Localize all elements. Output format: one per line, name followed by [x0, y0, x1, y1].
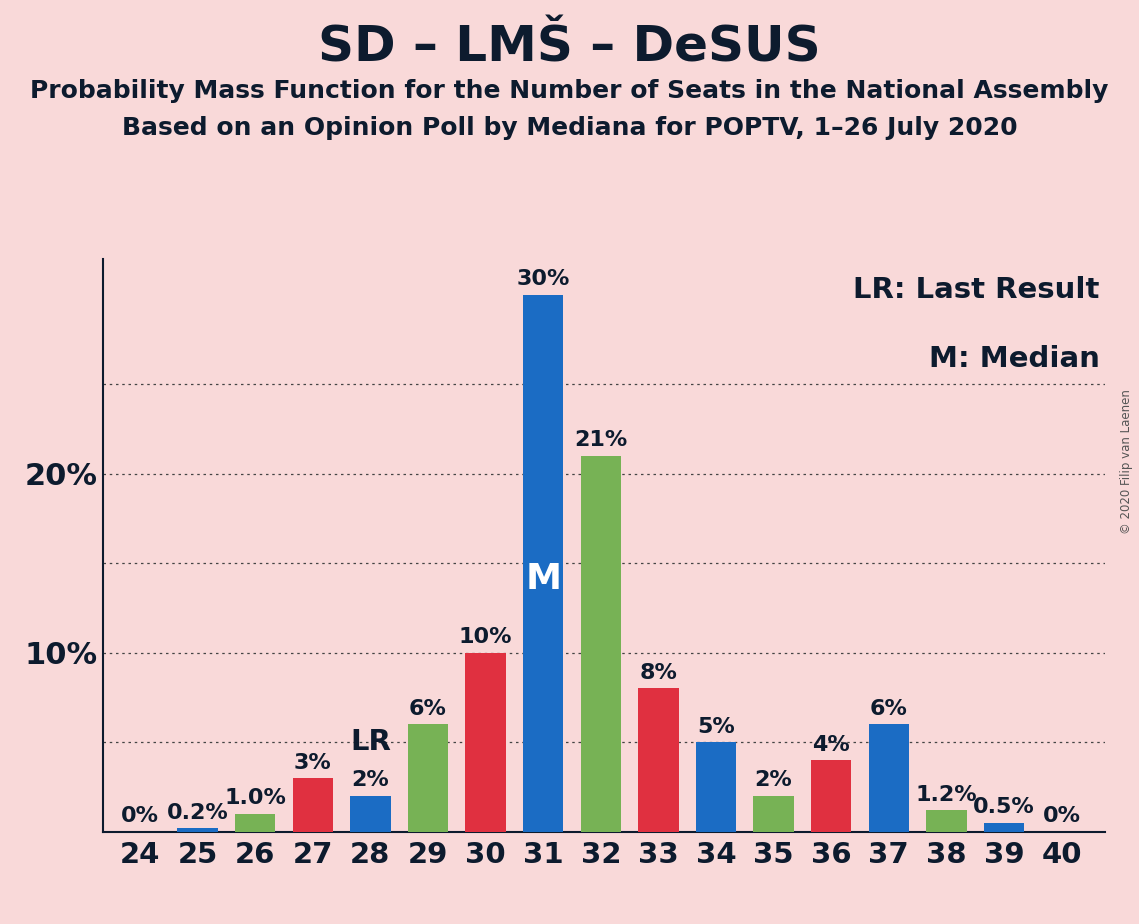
Bar	[235, 814, 276, 832]
Text: 2%: 2%	[755, 771, 793, 790]
Bar	[811, 760, 851, 832]
Text: Probability Mass Function for the Number of Seats in the National Assembly: Probability Mass Function for the Number…	[31, 79, 1108, 103]
Text: M: Median: M: Median	[929, 345, 1100, 372]
Text: M: M	[525, 562, 562, 596]
Text: 1.0%: 1.0%	[224, 788, 286, 808]
Text: 0%: 0%	[121, 807, 159, 826]
Text: 0.2%: 0.2%	[166, 803, 229, 822]
Bar	[696, 742, 736, 832]
Text: 21%: 21%	[574, 431, 628, 450]
Text: 8%: 8%	[639, 663, 678, 683]
Bar	[293, 778, 333, 832]
Bar	[523, 295, 564, 832]
Bar	[869, 724, 909, 832]
Text: 4%: 4%	[812, 735, 850, 755]
Bar	[178, 828, 218, 832]
Text: 30%: 30%	[516, 269, 570, 289]
Bar	[984, 822, 1024, 832]
Text: LR: Last Result: LR: Last Result	[853, 276, 1100, 304]
Text: 0.5%: 0.5%	[973, 797, 1035, 818]
Text: 6%: 6%	[870, 699, 908, 719]
Text: 5%: 5%	[697, 717, 735, 736]
Text: Based on an Opinion Poll by Mediana for POPTV, 1–26 July 2020: Based on an Opinion Poll by Mediana for …	[122, 116, 1017, 140]
Bar	[408, 724, 448, 832]
Bar	[350, 796, 391, 832]
Text: 2%: 2%	[352, 771, 390, 790]
Bar	[466, 652, 506, 832]
Bar	[926, 810, 967, 832]
Bar	[581, 456, 621, 832]
Text: 3%: 3%	[294, 752, 331, 772]
Text: 1.2%: 1.2%	[916, 784, 977, 805]
Text: © 2020 Filip van Laenen: © 2020 Filip van Laenen	[1121, 390, 1133, 534]
Text: 10%: 10%	[459, 627, 513, 647]
Bar	[753, 796, 794, 832]
Text: LR: LR	[350, 728, 391, 757]
Text: SD – LMŠ – DeSUS: SD – LMŠ – DeSUS	[318, 23, 821, 71]
Text: 6%: 6%	[409, 699, 446, 719]
Bar	[638, 688, 679, 832]
Text: 0%: 0%	[1042, 807, 1081, 826]
